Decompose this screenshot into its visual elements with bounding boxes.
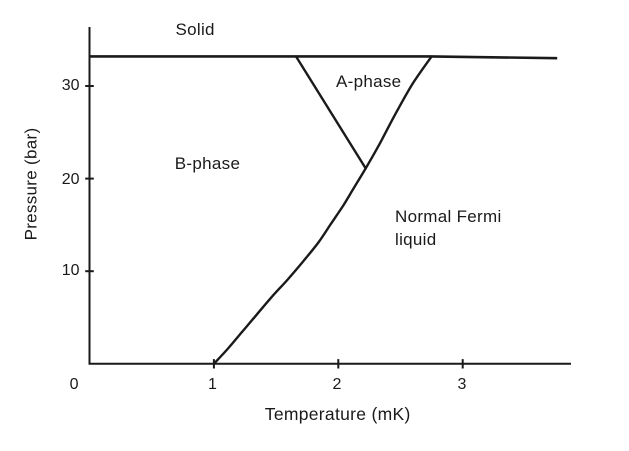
series-melting-curve bbox=[89, 55, 558, 60]
y-tick-label-30: 30 bbox=[61, 76, 80, 94]
y-tick-label-10: 10 bbox=[61, 261, 80, 279]
series-ab-boundary-line bbox=[294, 55, 367, 170]
series-superfluid-transition-curve bbox=[213, 55, 433, 365]
y-axis-title: Pressure (bar) bbox=[21, 127, 40, 241]
axes bbox=[88, 27, 571, 365]
x-tick-label-1: 1 bbox=[208, 375, 217, 393]
region-label-normal-fermi-liquid: Normal Fermi liquid bbox=[395, 205, 502, 251]
y-tick-marks bbox=[85, 85, 94, 273]
y-tick-label-20: 20 bbox=[61, 170, 80, 188]
region-label-solid: Solid bbox=[175, 19, 215, 39]
phase-boundaries bbox=[89, 55, 558, 365]
region-label-normal-fermi-line1: Normal Fermi bbox=[395, 207, 502, 227]
x-axis-title: Temperature (mK) bbox=[264, 403, 411, 424]
region-label-b-phase: B-phase bbox=[174, 154, 241, 174]
region-label-a-phase: A-phase bbox=[336, 72, 402, 92]
x-tick-label-0: 0 bbox=[69, 375, 79, 393]
x-tick-label-3: 3 bbox=[457, 375, 467, 393]
region-label-normal-fermi-line2: liquid bbox=[395, 230, 437, 250]
x-tick-label-2: 2 bbox=[332, 375, 342, 393]
